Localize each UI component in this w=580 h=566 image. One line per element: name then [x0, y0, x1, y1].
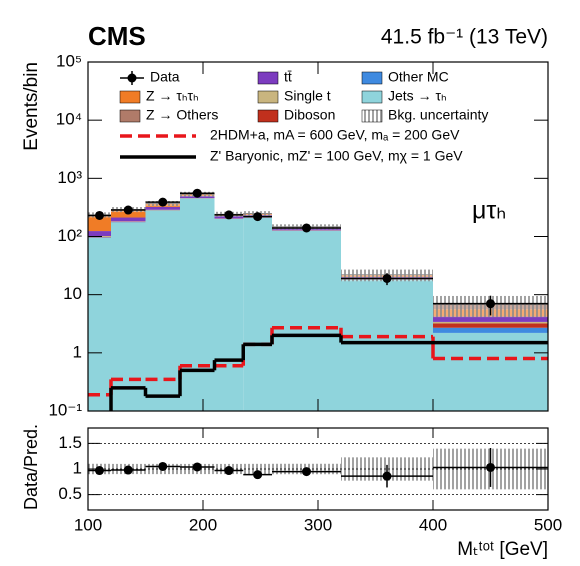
y-tick-label: 10⁻¹	[48, 400, 82, 419]
stack-bar	[243, 217, 272, 411]
chart-subtitle: 41.5 fb⁻¹ (13 TeV)	[381, 26, 548, 49]
legend-swatch	[257, 71, 279, 85]
legend-label: 2HDM+a, mA = 600 GeV, mₐ = 200 GeV	[210, 127, 460, 143]
data-point	[224, 210, 234, 220]
stack-bar	[111, 222, 146, 411]
ratio-point	[302, 467, 311, 477]
legend-label: Z → τₕτₕ	[146, 88, 199, 104]
data-point	[382, 273, 392, 283]
y-tick-label: 1	[73, 342, 82, 361]
stack-bar	[88, 231, 111, 236]
x-tick-label: 400	[419, 515, 447, 534]
ratio-point	[95, 466, 104, 476]
stack-bar	[88, 237, 111, 238]
data-point	[192, 188, 202, 198]
legend: Jets → τₕ Other MC Diboson Single t tt̄ Z → τ…	[119, 69, 488, 164]
data-point	[486, 299, 495, 309]
stack-bar	[214, 218, 244, 411]
stack-bar	[88, 236, 111, 238]
legend-swatch	[361, 109, 383, 123]
legend-swatch	[257, 90, 279, 104]
data-point	[95, 210, 104, 220]
data-point	[253, 212, 263, 222]
x-tick-label: 500	[534, 515, 562, 534]
x-tick-label: 300	[304, 515, 332, 534]
stack-bar	[88, 237, 111, 411]
legend-swatch	[361, 71, 383, 85]
y-tick-label: 10³	[57, 168, 82, 187]
legend-swatch	[119, 109, 141, 123]
legend-data-marker	[127, 73, 137, 83]
legend-label: Z' Baryonic, mZ' = 100 GeV, mχ = 1 GeV	[210, 148, 463, 164]
x-axis-label: Mₜᵗᵒᵗ [GeV]	[457, 539, 548, 560]
y-tick-label: 10⁴	[56, 110, 82, 129]
axes: 0.5 1 1.5 10⁻¹ 1 10 10² 10³ 10⁴ 10⁵ 100 200 300 400 50…	[48, 51, 562, 534]
ratio-point	[224, 466, 234, 476]
stack-bar	[111, 217, 146, 222]
legend-label: tt̄	[284, 69, 292, 85]
ratio-point	[253, 470, 263, 480]
stack-bar	[433, 323, 548, 328]
y-axis-label: Events/bin	[21, 62, 42, 151]
legend-label: Other MC	[388, 69, 449, 85]
stack-bar	[433, 327, 548, 333]
stack-bar	[433, 316, 548, 322]
legend-label: Diboson	[284, 107, 335, 123]
legend-label: Jets → τₕ	[388, 88, 447, 104]
legend-label: Data	[150, 69, 180, 85]
ratio-y-tick-label: 1	[73, 458, 82, 477]
y-tick-label: 10²	[57, 226, 82, 245]
legend-label: Single t	[284, 88, 331, 104]
annotation: μτₕ	[472, 197, 506, 225]
ratio-y-tick-label: 0.5	[58, 484, 82, 503]
y-tick-label: 10⁵	[56, 51, 82, 70]
ratio-plot	[88, 442, 548, 496]
main-plot	[88, 188, 548, 411]
ratio-point	[382, 471, 392, 481]
legend-swatch	[257, 109, 279, 123]
data-point	[302, 223, 311, 233]
ratio-point	[158, 461, 168, 471]
stack-bar	[145, 210, 180, 411]
stack-bar	[88, 216, 111, 232]
legend-label: Z → Others	[146, 107, 218, 123]
stack-bar	[145, 206, 180, 210]
ratio-point	[192, 462, 202, 472]
stack-bar	[180, 198, 215, 411]
chart-title: CMS	[88, 21, 146, 51]
ratio-point	[123, 465, 133, 475]
stack-bar	[272, 230, 341, 411]
legend-swatch	[361, 90, 383, 104]
ratio-y-axis-label: Data/Pred.	[21, 424, 41, 510]
data-point	[123, 205, 133, 215]
data-point	[158, 197, 168, 207]
x-tick-label: 100	[74, 515, 102, 534]
ratio-y-tick-label: 1.5	[58, 433, 82, 452]
stack-bar	[433, 332, 548, 411]
x-tick-label: 200	[189, 515, 217, 534]
legend-swatch	[119, 90, 141, 104]
y-tick-label: 10	[63, 284, 82, 303]
stack-bar	[433, 321, 548, 324]
stack-bar	[341, 279, 433, 411]
legend-label: Bkg. uncertainty	[388, 107, 488, 123]
ratio-point	[486, 462, 495, 472]
